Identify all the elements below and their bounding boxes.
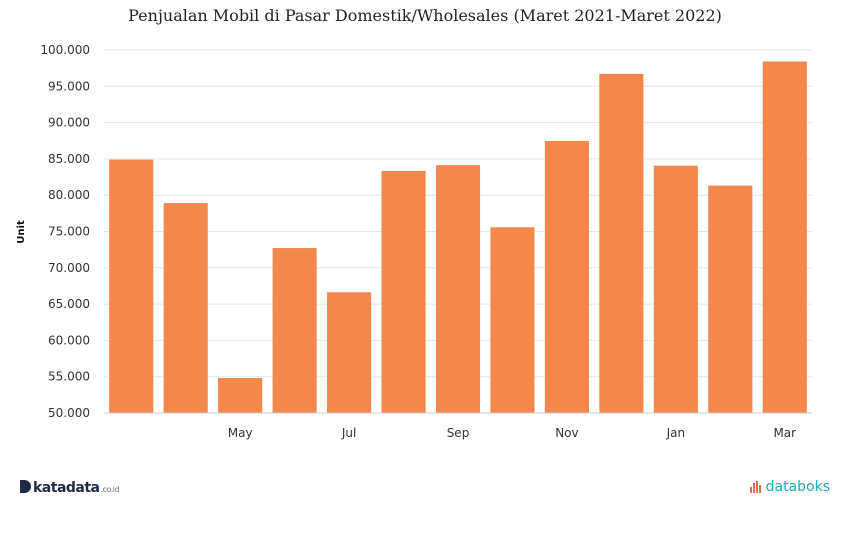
bar xyxy=(762,61,807,413)
bars xyxy=(109,61,807,413)
x-tick-label: May xyxy=(228,426,253,440)
y-tick-label: 90.000 xyxy=(48,116,90,130)
bar xyxy=(109,159,154,413)
y-tick-label: 85.000 xyxy=(48,152,90,166)
y-tick-label: 55.000 xyxy=(48,370,90,384)
bar xyxy=(490,227,535,413)
katadata-logo: katadata .co.id xyxy=(20,479,120,496)
x-tick-label: Mar xyxy=(773,426,796,440)
bar xyxy=(381,170,426,413)
katadata-logo-suffix: .co.id xyxy=(100,485,120,494)
databoks-logo: databoks xyxy=(749,479,830,495)
bar xyxy=(218,378,263,413)
x-tick-label: Jan xyxy=(666,426,686,440)
y-tick-label: 80.000 xyxy=(48,188,90,202)
y-tick-label: 100.000 xyxy=(40,43,90,57)
databoks-logo-text: databoks xyxy=(765,479,830,495)
x-tick-label: Jul xyxy=(341,426,356,440)
katadata-logo-text: katadata xyxy=(33,480,100,496)
y-tick-label: 70.000 xyxy=(48,261,90,275)
x-axis-ticks: May Jul Sep Nov Jan Mar xyxy=(228,426,796,440)
y-axis-label: Unit xyxy=(16,220,27,244)
y-tick-label: 75.000 xyxy=(48,225,90,239)
x-tick-label: Nov xyxy=(555,426,578,440)
y-tick-label: 50.000 xyxy=(48,406,90,420)
databoks-bars-icon xyxy=(749,481,762,493)
bar xyxy=(435,165,481,413)
y-axis-ticks: 50.000 55.000 60.000 65.000 70.000 75.000 80.0… xyxy=(40,43,90,420)
bar xyxy=(544,140,589,413)
katadata-d-icon xyxy=(20,480,31,493)
bar xyxy=(653,165,698,413)
bar xyxy=(599,73,644,413)
chart-title: Penjualan Mobil di Pasar Domestik/Wholes… xyxy=(128,6,722,25)
bar xyxy=(163,203,208,413)
bar xyxy=(327,292,372,413)
y-tick-label: 60.000 xyxy=(48,333,90,347)
bar xyxy=(708,185,753,413)
bar xyxy=(272,248,317,413)
x-tick-label: Sep xyxy=(447,426,470,440)
y-tick-label: 95.000 xyxy=(48,79,90,93)
y-tick-label: 65.000 xyxy=(48,297,90,311)
